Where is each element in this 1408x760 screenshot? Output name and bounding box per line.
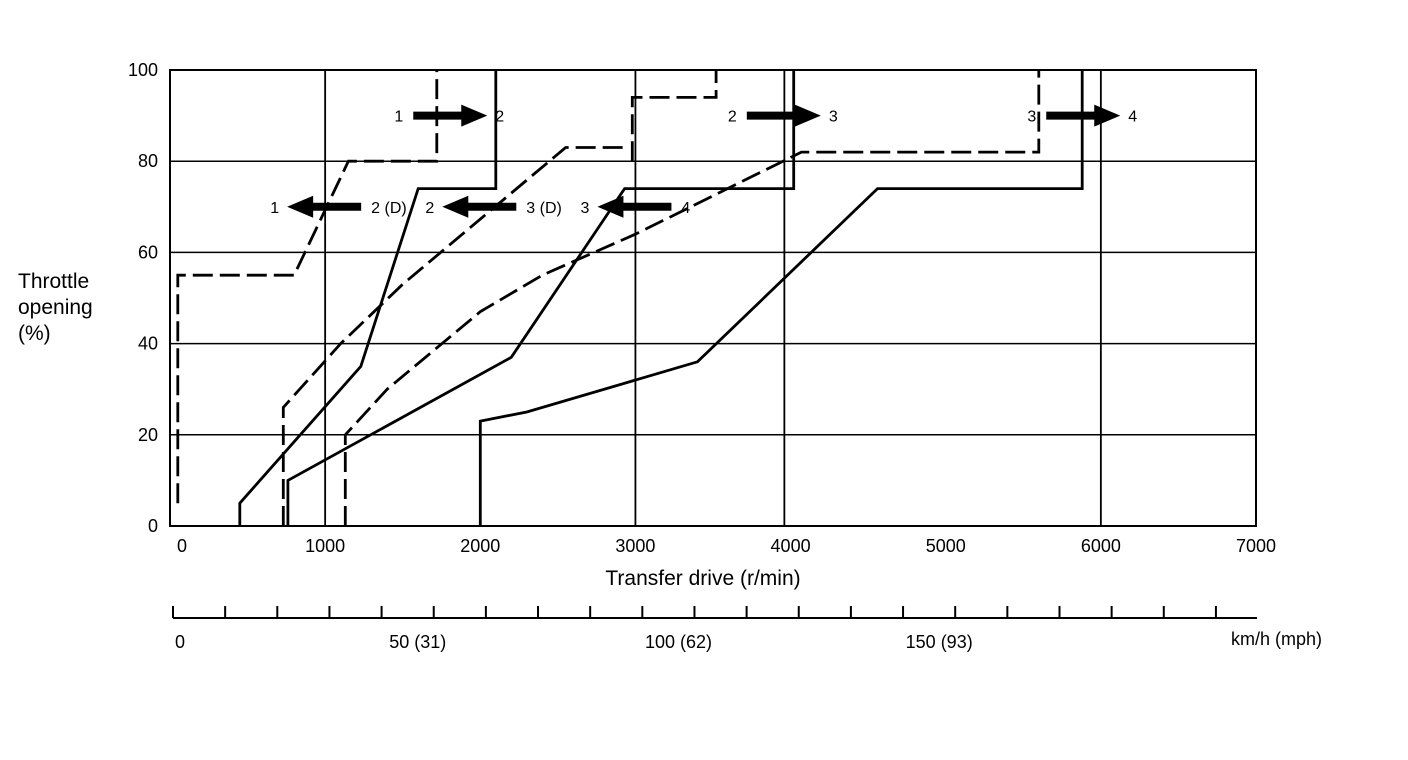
y-tick-labels: 0 20 40 60 80 100 xyxy=(128,60,158,536)
annotation-from-label: 1 xyxy=(394,109,403,126)
shift-annotation-dn21: 1 2 (D) xyxy=(270,195,407,218)
annotation-to-label: 3 xyxy=(829,109,838,126)
series-s12-up xyxy=(238,70,498,526)
y-tick-label-60: 60 xyxy=(138,242,158,262)
x-tick-label-3000: 3000 xyxy=(615,536,655,556)
secondary-speed-axis: 0 50 (31) 100 (62) 150 (93) km/h (mph) xyxy=(172,606,1322,652)
annotation-from-label: 2 xyxy=(425,200,434,217)
y-tick-label-80: 80 xyxy=(138,151,158,171)
shift-arrow-left xyxy=(287,195,362,218)
speed-tick-label-0: 0 xyxy=(175,632,185,652)
shift-arrow-right xyxy=(413,104,488,127)
x-tick-label-7000: 7000 xyxy=(1236,536,1276,556)
x-tick-label-6000: 6000 xyxy=(1081,536,1121,556)
series-s34-up xyxy=(478,70,1084,526)
x-tick-label-1000: 1000 xyxy=(305,536,345,556)
speed-axis-unit-label: km/h (mph) xyxy=(1231,629,1322,649)
series-s43-down xyxy=(343,70,1041,526)
shift-arrow-right xyxy=(1046,104,1121,127)
y-axis-label-line: opening xyxy=(18,296,93,319)
annotation-to-label: 3 (D) xyxy=(526,200,562,217)
speed-tick-label-150: 150 (93) xyxy=(906,632,973,652)
series-s21-down xyxy=(176,70,439,504)
annotation-to-label: 4 xyxy=(681,200,690,217)
y-tick-label-40: 40 xyxy=(138,334,158,354)
annotation-to-label: 4 xyxy=(1128,109,1137,126)
reference-lines xyxy=(324,70,1102,526)
annotation-from-label: 3 xyxy=(1027,109,1036,126)
x-axis-label: Transfer drive (r/min) xyxy=(605,567,800,590)
series-s32-down xyxy=(281,146,628,526)
speed-tick-label-50: 50 (31) xyxy=(389,632,446,652)
annotation-to-label: 2 (D) xyxy=(371,200,407,217)
shift-arrow-right xyxy=(746,104,821,127)
x-tick-label-0: 0 xyxy=(177,536,187,556)
series-s32-upper xyxy=(630,70,718,162)
y-axis-label: Throttle opening (%) xyxy=(18,270,93,345)
annotation-from-label: 2 xyxy=(728,109,737,126)
speed-tick-label-100: 100 (62) xyxy=(645,632,712,652)
annotation-to-label: 2 xyxy=(495,109,504,126)
shift-arrow-left xyxy=(597,195,672,218)
x-tick-label-2000: 2000 xyxy=(460,536,500,556)
annotation-from-label: 3 xyxy=(581,200,590,217)
annotation-group: 1 2 2 3 3 41 2 (D) 2 3 (D) 3 4 xyxy=(270,104,1137,218)
annotation-from-label: 1 xyxy=(270,200,279,217)
y-axis-label-line: (%) xyxy=(18,322,51,345)
series-group xyxy=(176,70,1084,526)
x-tick-label-4000: 4000 xyxy=(771,536,811,556)
y-tick-label-20: 20 xyxy=(138,425,158,445)
y-tick-label-0: 0 xyxy=(148,516,158,536)
shift-annotation-dn32: 2 3 (D) xyxy=(425,195,562,218)
grid xyxy=(170,160,1256,436)
plot-frame xyxy=(169,69,1257,527)
shift-arrow-left xyxy=(442,195,517,218)
series-s23-up xyxy=(286,70,796,526)
y-axis-label-line: Throttle xyxy=(18,270,89,293)
y-tick-label-100: 100 xyxy=(128,60,158,80)
x-tick-labels: 0 1000 2000 3000 4000 5000 6000 7000 xyxy=(177,536,1276,556)
x-tick-label-5000: 5000 xyxy=(926,536,966,556)
